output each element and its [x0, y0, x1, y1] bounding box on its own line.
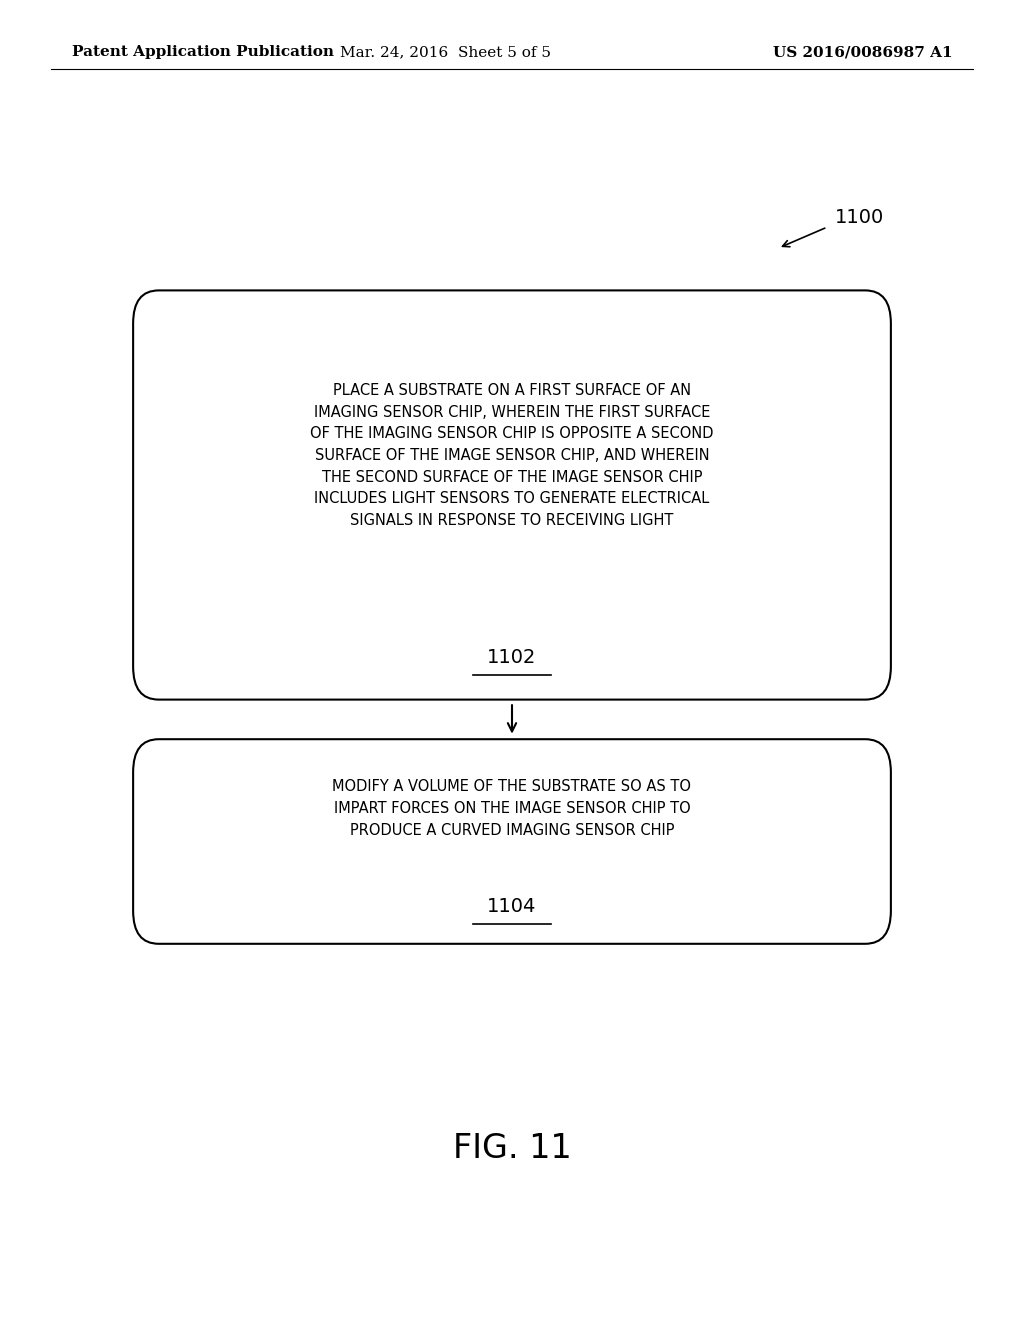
Text: 1100: 1100: [835, 209, 884, 227]
FancyBboxPatch shape: [133, 290, 891, 700]
FancyBboxPatch shape: [133, 739, 891, 944]
Text: PLACE A SUBSTRATE ON A FIRST SURFACE OF AN
IMAGING SENSOR CHIP, WHEREIN THE FIRS: PLACE A SUBSTRATE ON A FIRST SURFACE OF …: [310, 383, 714, 528]
Text: Mar. 24, 2016  Sheet 5 of 5: Mar. 24, 2016 Sheet 5 of 5: [340, 45, 551, 59]
Text: MODIFY A VOLUME OF THE SUBSTRATE SO AS TO
IMPART FORCES ON THE IMAGE SENSOR CHIP: MODIFY A VOLUME OF THE SUBSTRATE SO AS T…: [333, 779, 691, 838]
Text: US 2016/0086987 A1: US 2016/0086987 A1: [773, 45, 952, 59]
Text: Patent Application Publication: Patent Application Publication: [72, 45, 334, 59]
Text: 1104: 1104: [487, 898, 537, 916]
Text: FIG. 11: FIG. 11: [453, 1133, 571, 1166]
Text: 1102: 1102: [487, 648, 537, 667]
